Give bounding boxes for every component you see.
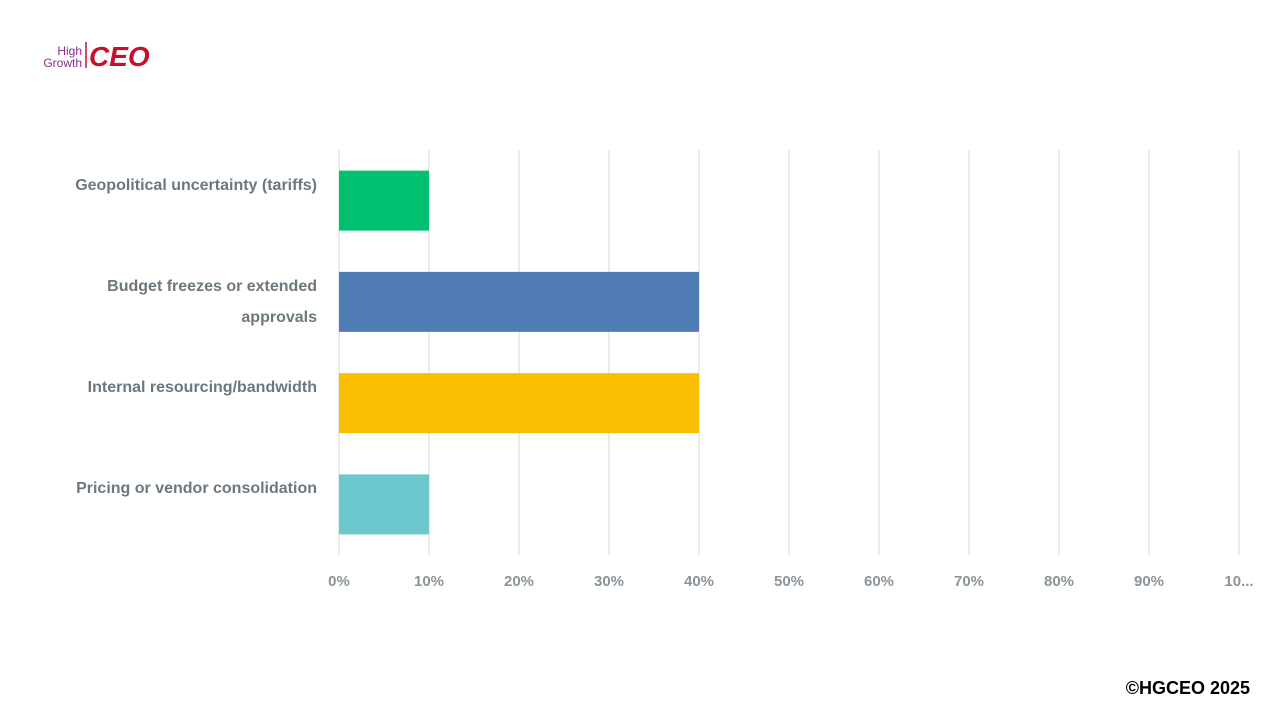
x-tick-label: 10... [1224, 573, 1253, 590]
x-tick-label: 60% [864, 573, 894, 590]
bar [339, 373, 699, 434]
x-tick-label: 10% [414, 573, 444, 590]
x-tick-label: 0% [328, 573, 350, 590]
x-tick-label: 30% [594, 573, 624, 590]
footer: ©HGCEO 2025 [1125, 678, 1250, 698]
logo-ceo: CEO [89, 41, 150, 72]
logo-growth: Growth [43, 56, 82, 70]
logo: High Growth CEO [43, 41, 150, 72]
x-tick-label: 70% [954, 573, 984, 590]
bar [339, 271, 699, 332]
x-tick-label: 20% [504, 573, 534, 590]
x-tick-label: 50% [774, 573, 804, 590]
bar [339, 474, 429, 535]
x-tick-label: 90% [1134, 573, 1164, 590]
category-label: Pricing or vendor consolidation [76, 480, 317, 498]
category-label: Budget freezes or extended approvals [107, 277, 317, 326]
x-tick-label: 40% [684, 573, 714, 590]
category-label: Internal resourcing/bandwidth [87, 379, 317, 397]
bar [339, 170, 429, 231]
category-label: Geopolitical uncertainty (tariffs) [75, 176, 317, 194]
x-tick-label: 80% [1044, 573, 1074, 590]
logo-high: High [57, 44, 82, 58]
